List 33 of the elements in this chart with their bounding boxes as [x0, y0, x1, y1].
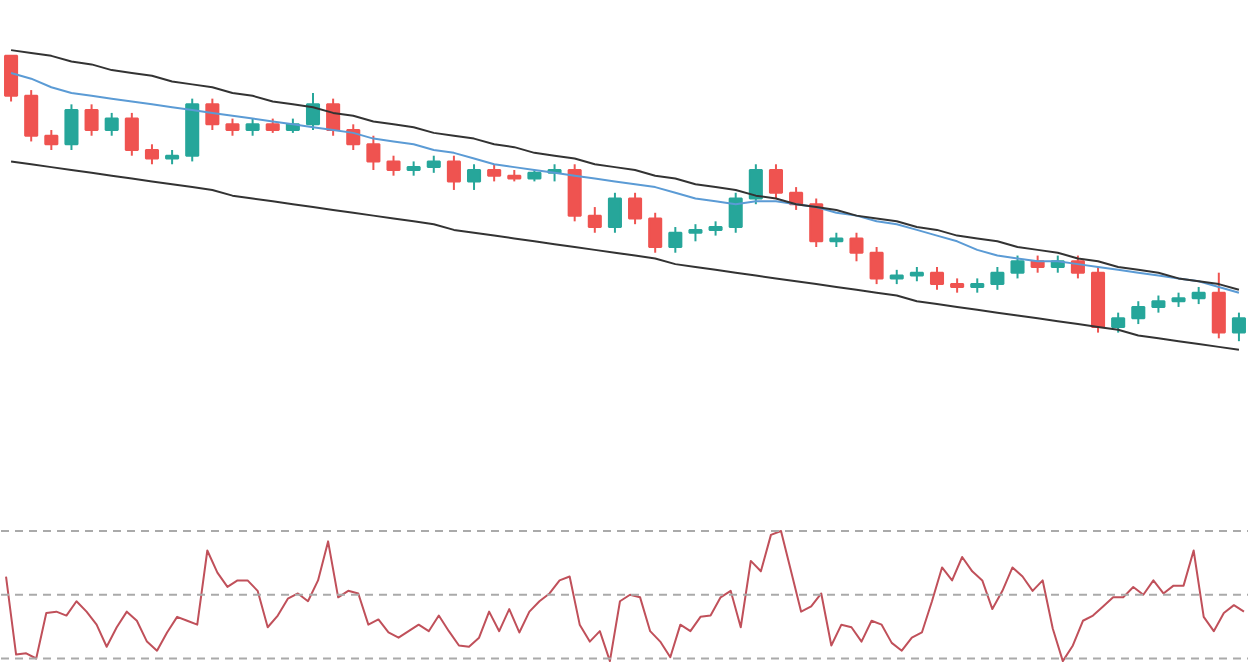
candlestick	[607, 191, 622, 234]
candlestick	[104, 111, 119, 137]
candlestick	[587, 206, 602, 234]
candlestick	[748, 163, 763, 206]
candlestick	[809, 197, 824, 249]
candlestick	[1131, 300, 1146, 326]
candlestick	[446, 154, 461, 191]
candlestick	[869, 246, 884, 286]
candlestick	[366, 134, 381, 171]
candlestick	[24, 89, 39, 143]
candlestick	[44, 129, 59, 151]
candlestick	[728, 191, 743, 234]
candlestick	[4, 54, 19, 103]
candlestick	[929, 265, 945, 291]
candlestick	[1231, 311, 1246, 343]
candlestick	[567, 163, 582, 223]
candlestick	[990, 265, 1005, 291]
candlestick	[64, 103, 79, 151]
candlestick	[648, 211, 663, 254]
candlestick	[205, 97, 220, 132]
candlestick	[466, 163, 482, 191]
candlestick	[849, 231, 864, 263]
candlestick	[144, 143, 160, 166]
candlestick	[1111, 311, 1126, 334]
candlestick	[628, 191, 643, 226]
candlestick	[305, 91, 321, 132]
candlestick	[386, 154, 401, 177]
candlestick	[668, 226, 683, 254]
candlestick	[1211, 271, 1226, 340]
candlestick	[1010, 254, 1025, 280]
candlestick	[768, 163, 784, 200]
candlestick	[124, 111, 139, 157]
candlestick	[84, 103, 99, 137]
